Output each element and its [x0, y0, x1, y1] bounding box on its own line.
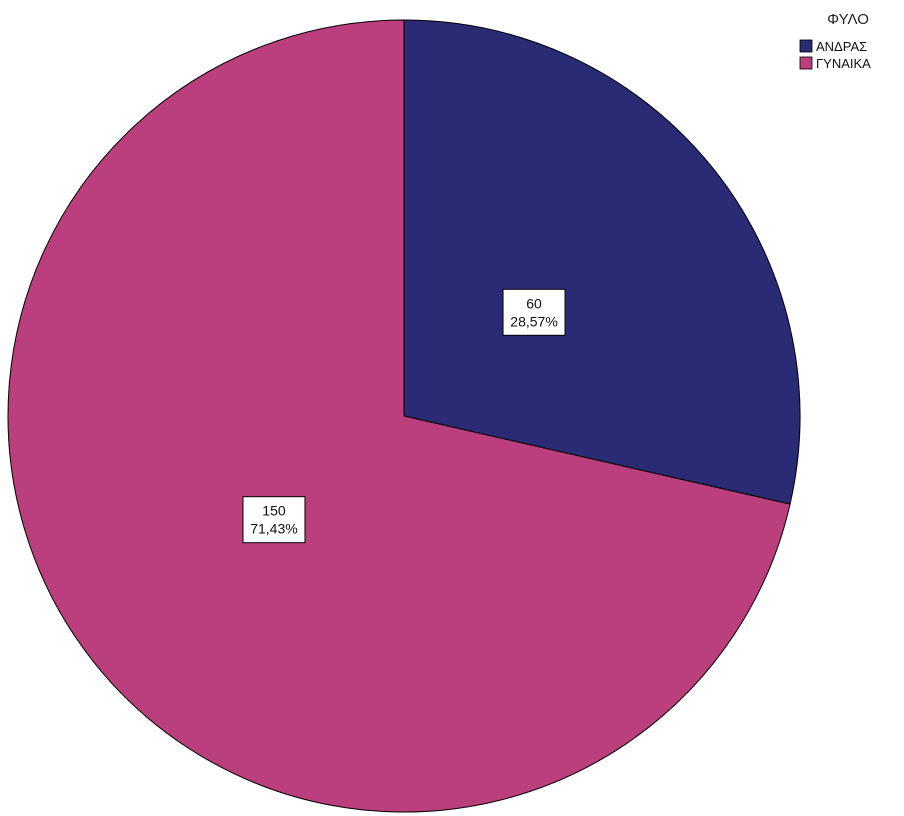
legend: ΦΥΛΟ ΑΝΔΡΑΣ ΓΥΝΑΙΚΑ — [799, 11, 871, 71]
slice-value-label: 60 — [526, 295, 542, 311]
legend-items: ΑΝΔΡΑΣ ΓΥΝΑΙΚΑ — [799, 39, 871, 71]
legend-label: ΑΝΔΡΑΣ — [816, 39, 867, 54]
pie-slices — [7, 19, 801, 813]
slice-value-label: 150 — [262, 503, 286, 519]
legend-item-2: ΓΥΝΑΙΚΑ — [799, 56, 871, 71]
legend-swatch — [799, 56, 813, 70]
slice-label-box — [502, 288, 566, 336]
legend-swatch — [799, 39, 813, 53]
slice-label-box — [242, 496, 306, 544]
pie-slice-2 — [7, 19, 791, 813]
slice-percent-label: 28,57% — [510, 313, 557, 329]
pie-slice-labels: 60 28,57% 150 71,43% — [242, 288, 566, 544]
legend-title: ΦΥΛΟ — [827, 11, 869, 28]
legend-item-1: ΑΝΔΡΑΣ — [799, 39, 867, 54]
slice-percent-label: 71,43% — [250, 521, 297, 537]
pie-slice-1 — [403, 19, 801, 505]
slice-data-label-2: 150 71,43% — [242, 496, 306, 544]
legend-label: ΓΥΝΑΙΚΑ — [816, 56, 871, 71]
slice-data-label-1: 60 28,57% — [502, 288, 566, 336]
